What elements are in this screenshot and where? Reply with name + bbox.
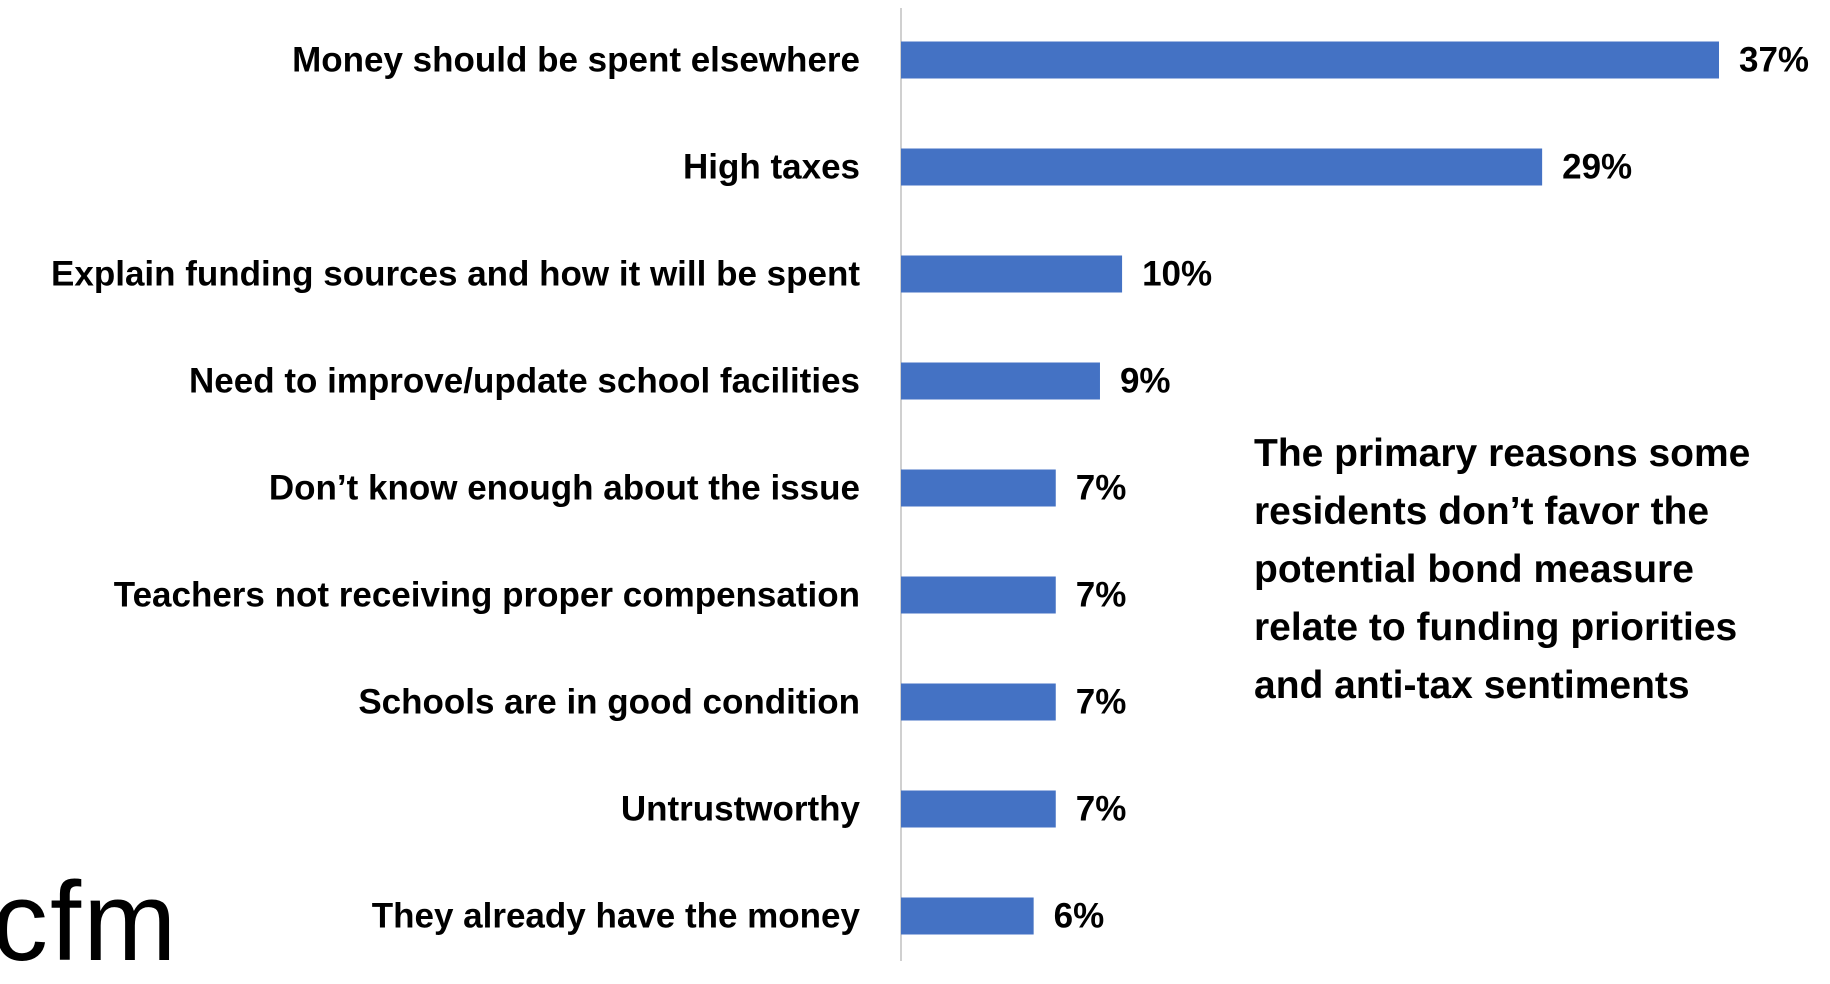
bar: [901, 577, 1056, 614]
bar: [901, 470, 1056, 507]
value-label: 7%: [1076, 683, 1127, 722]
value-label: 7%: [1076, 576, 1127, 615]
category-label: High taxes: [683, 148, 860, 187]
bar: [901, 363, 1100, 400]
cfm-logo: cfm: [0, 866, 178, 978]
category-label: Teachers not receiving proper compensati…: [114, 576, 860, 615]
value-label: 7%: [1076, 469, 1127, 508]
category-label: Money should be spent elsewhere: [292, 41, 860, 80]
bar: [901, 684, 1056, 721]
value-label: 6%: [1054, 897, 1105, 936]
value-label: 29%: [1562, 148, 1632, 187]
category-label: Untrustworthy: [621, 790, 861, 829]
bar: [901, 898, 1034, 935]
bar: [901, 42, 1719, 79]
bar: [901, 791, 1056, 828]
bar: [901, 256, 1122, 293]
category-label: Schools are in good condition: [358, 683, 860, 722]
chart-annotation: The primary reasons some residents don’t…: [1254, 425, 1814, 715]
category-label: They already have the money: [372, 897, 861, 936]
value-label: 9%: [1120, 362, 1171, 401]
value-label: 37%: [1739, 41, 1809, 80]
value-label: 10%: [1142, 255, 1212, 294]
bar: [901, 149, 1542, 186]
category-label: Explain funding sources and how it will …: [51, 255, 860, 294]
value-label: 7%: [1076, 790, 1127, 829]
category-labels-layer: Money should be spent elsewhere High taxe…: [51, 41, 861, 936]
category-label: Don’t know enough about the issue: [269, 469, 860, 508]
category-label: Need to improve/update school facilities: [189, 362, 860, 401]
